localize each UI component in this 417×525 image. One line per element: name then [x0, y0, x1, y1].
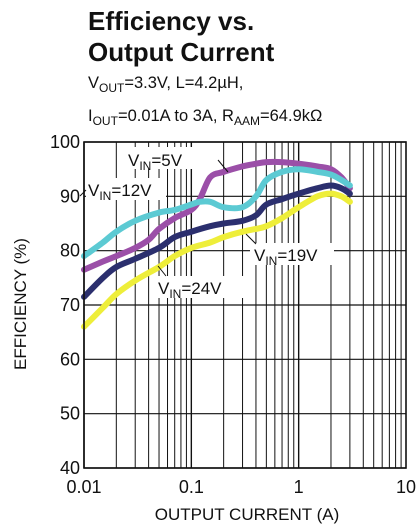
svg-text:VIN=24V: VIN=24V [158, 279, 222, 301]
iout-symbol: I [88, 107, 93, 125]
chart-title-line-2: Output Current [88, 37, 275, 67]
plot-frame [83, 141, 407, 469]
annotation-vin-19v: VIN=19V [245, 233, 334, 268]
annotation-vin-24v: VIN=24V [154, 265, 244, 301]
x-axis-label: OUTPUT CURRENT (A) [155, 505, 340, 524]
y-tick-label: 60 [60, 349, 80, 369]
iout-value: =0.01A to 3A, R [117, 107, 234, 125]
svg-text:VIN=19V: VIN=19V [254, 246, 318, 268]
x-tick-label: 1 [294, 477, 304, 497]
y-axis-label: EFFICIENCY (%) [11, 238, 30, 370]
svg-text:VIN=5V: VIN=5V [128, 151, 183, 173]
conditions-line-2: IOUT=0.01A to 3A, RAAM=64.9kΩ [88, 107, 322, 128]
vout-value: =3.3V, L=4.2µH, [124, 74, 244, 92]
chart-title-line-1: Efficiency vs. [88, 6, 255, 36]
vout-symbol: V [88, 74, 100, 92]
raam-subscript: AAM [233, 114, 260, 128]
y-tick-label: 100 [50, 132, 80, 152]
iout-subscript: OUT [92, 114, 118, 128]
series-line-1 [81, 166, 353, 260]
annotation-vin-5v: VIN=5V [124, 147, 229, 173]
y-tick-label: 70 [60, 295, 80, 315]
y-tick-label: 80 [60, 241, 80, 261]
vout-subscript: OUT [99, 81, 125, 95]
series-line-0 [81, 158, 353, 273]
y-tick-label: 90 [60, 186, 80, 206]
series-line-2 [81, 182, 353, 300]
x-tick-label: 0.01 [66, 477, 101, 497]
x-tick-label: 0.1 [179, 477, 204, 497]
raam-value: =64.9kΩ [260, 107, 323, 125]
conditions-line-1: VOUT=3.3V, L=4.2µH, [88, 74, 243, 95]
y-tick-label: 40 [60, 458, 80, 478]
x-tick-label: 10 [396, 477, 416, 497]
svg-text:VIN=12V: VIN=12V [88, 181, 152, 203]
series-line-3 [81, 190, 353, 330]
series-lines [81, 158, 353, 330]
tick-labels: 40 50 60 70 80 90 100 0.01 0.1 1 10 [50, 132, 416, 497]
chart-title: Efficiency vs. Output Current [88, 6, 274, 68]
y-tick-label: 50 [60, 404, 80, 424]
annotation-vin-12v: VIN=12V [79, 178, 166, 203]
